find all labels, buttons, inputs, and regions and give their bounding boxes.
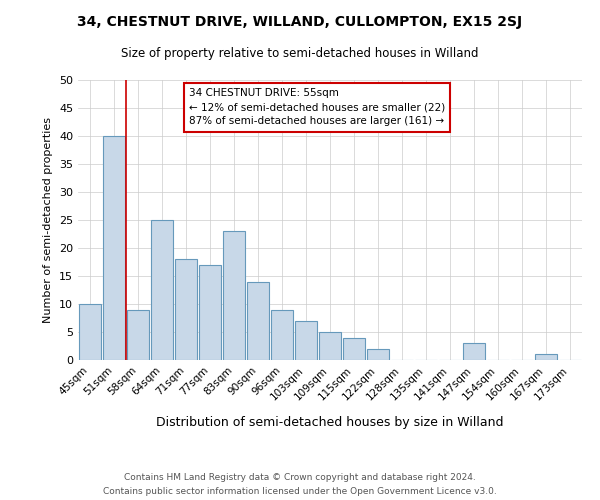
X-axis label: Distribution of semi-detached houses by size in Willand: Distribution of semi-detached houses by …: [156, 416, 504, 428]
Bar: [127, 310, 149, 360]
Bar: [103, 136, 125, 360]
Bar: [343, 338, 365, 360]
Bar: [247, 282, 269, 360]
Text: 34, CHESTNUT DRIVE, WILLAND, CULLOMPTON, EX15 2SJ: 34, CHESTNUT DRIVE, WILLAND, CULLOMPTON,…: [77, 15, 523, 29]
Bar: [271, 310, 293, 360]
Text: Size of property relative to semi-detached houses in Willand: Size of property relative to semi-detach…: [121, 48, 479, 60]
Bar: [367, 349, 389, 360]
Bar: [199, 265, 221, 360]
Bar: [175, 259, 197, 360]
Bar: [151, 220, 173, 360]
Text: Contains public sector information licensed under the Open Government Licence v3: Contains public sector information licen…: [103, 488, 497, 496]
Text: 34 CHESTNUT DRIVE: 55sqm
← 12% of semi-detached houses are smaller (22)
87% of s: 34 CHESTNUT DRIVE: 55sqm ← 12% of semi-d…: [189, 88, 445, 126]
Bar: [535, 354, 557, 360]
Text: Contains HM Land Registry data © Crown copyright and database right 2024.: Contains HM Land Registry data © Crown c…: [124, 472, 476, 482]
Bar: [79, 304, 101, 360]
Bar: [319, 332, 341, 360]
Bar: [295, 321, 317, 360]
Bar: [223, 231, 245, 360]
Y-axis label: Number of semi-detached properties: Number of semi-detached properties: [43, 117, 53, 323]
Bar: [463, 343, 485, 360]
